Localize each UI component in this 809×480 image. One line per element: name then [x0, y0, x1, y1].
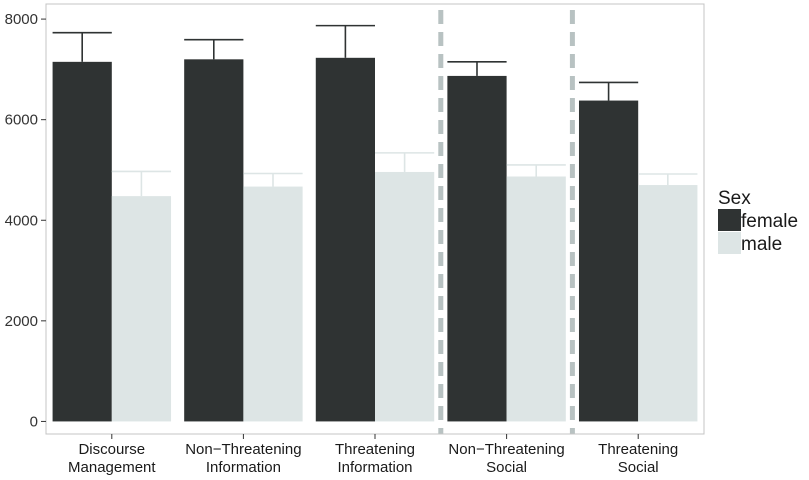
bar-male-2 [375, 171, 435, 422]
x-tick-label-3-line-0: Non−Threatening [448, 441, 564, 458]
legend-swatch-female [718, 209, 741, 231]
x-tick-label-0-line-1: Management [68, 459, 156, 476]
bars-layer [52, 57, 698, 422]
y-tick-label-2000: 2000 [5, 313, 38, 330]
x-tick-label-2-line-0: Threatening [335, 441, 415, 458]
legend-swatch-male [718, 232, 741, 254]
bar-male-4 [638, 185, 698, 422]
x-axis: DiscourseManagementNon−ThreateningInform… [68, 434, 678, 476]
x-tick-label-2-line-1: Information [337, 459, 412, 476]
y-tick-label-4000: 4000 [5, 212, 38, 229]
bar-male-0 [111, 196, 172, 422]
x-tick-label-4-line-1: Social [618, 459, 659, 476]
x-tick-label-1-line-0: Non−Threatening [185, 441, 301, 458]
y-tick-label-0: 0 [30, 413, 38, 430]
bar-female-1 [184, 59, 244, 422]
legend: Sex female male [718, 188, 798, 255]
y-axis: 0 2000 4000 6000 8000 [5, 11, 46, 430]
error-bars-layer [52, 24, 698, 197]
x-tick-label-3-line-1: Social [486, 459, 527, 476]
bar-male-3 [506, 176, 566, 422]
bar-female-2 [315, 57, 375, 422]
y-tick-label-8000: 8000 [5, 11, 38, 28]
dividers-layer [438, 10, 575, 434]
bar-female-3 [447, 75, 507, 422]
legend-label-female: female [741, 211, 798, 232]
x-tick-label-0-line-0: Discourse [78, 441, 145, 458]
x-tick-label-1-line-1: Information [206, 459, 281, 476]
bar-male-1 [243, 186, 303, 422]
x-tick-label-4-line-0: Threatening [598, 441, 678, 458]
legend-label-male: male [741, 234, 782, 255]
y-tick-label-6000: 6000 [5, 112, 38, 129]
legend-title: Sex [718, 188, 751, 209]
bar-female-0 [52, 61, 112, 422]
bar-female-4 [578, 100, 639, 422]
